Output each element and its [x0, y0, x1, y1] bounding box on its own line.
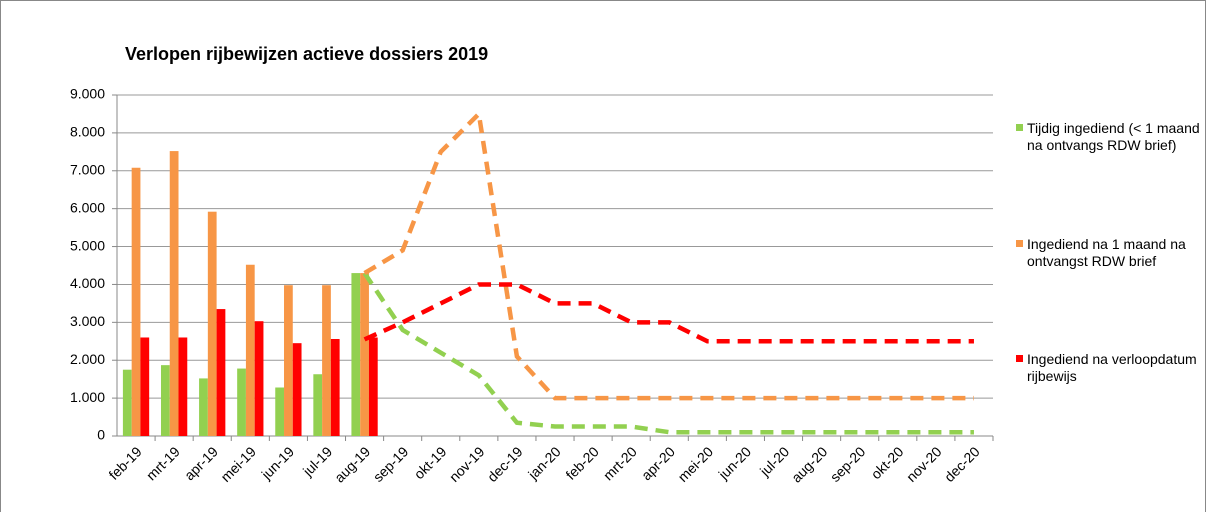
legend-item: Ingediend na 1 maand na ontvangst RDW br… [1016, 236, 1206, 270]
bar [284, 285, 293, 436]
bar [122, 369, 132, 436]
bar [199, 378, 208, 436]
bar [178, 337, 188, 436]
bar [254, 321, 264, 436]
x-tick-label: dec-19 [484, 443, 526, 485]
bar [368, 337, 378, 436]
bar [245, 264, 255, 436]
forecast-line [363, 282, 974, 344]
bar [351, 273, 361, 436]
bar [275, 387, 285, 436]
y-tick-label: 9.000 [70, 86, 105, 102]
bar [216, 309, 226, 436]
x-tick-label: jun-19 [258, 443, 298, 483]
x-tick-label: sep-20 [827, 443, 869, 485]
x-tick-label: jun-20 [715, 443, 755, 483]
x-tick-label: mrt-19 [143, 443, 183, 483]
bar [160, 365, 170, 436]
y-tick-label: 8.000 [70, 124, 105, 140]
x-tick-label: feb-19 [105, 443, 145, 483]
x-tick-label: sep-19 [370, 443, 412, 485]
legend-item: Tijdig ingediend (< 1 maand na ontvangs … [1016, 120, 1206, 154]
chart-title: Verlopen rijbewijzen actieve dossiers 20… [125, 44, 488, 64]
x-tick-label: jan-20 [524, 443, 564, 483]
y-tick-label: 5.000 [70, 237, 105, 253]
x-tick-label: mrt-20 [600, 443, 640, 483]
x-tick-label: feb-20 [562, 443, 602, 483]
bar [360, 273, 369, 436]
y-tick-label: 7.000 [70, 161, 105, 177]
x-tick-label: aug-20 [788, 443, 830, 485]
y-tick-label: 0 [97, 427, 105, 443]
bar [169, 151, 179, 436]
x-tick-label: nov-19 [446, 443, 488, 485]
bar [292, 343, 302, 436]
bar [237, 368, 246, 436]
x-tick-label: okt-20 [868, 443, 907, 482]
forecast-line [362, 271, 974, 435]
legend-label: Ingediend na verloopdatum rijbewijs [1027, 351, 1197, 384]
bar [322, 285, 331, 436]
bar [131, 167, 141, 436]
x-tick-label: dec-20 [941, 443, 983, 485]
legend-swatch [1016, 355, 1023, 362]
x-tick-label: aug-19 [331, 443, 373, 485]
legend-swatch [1016, 124, 1023, 131]
y-tick-label: 1.000 [70, 389, 105, 405]
bar [330, 339, 340, 436]
y-tick-label: 4.000 [70, 275, 105, 291]
bar [207, 211, 217, 436]
x-tick-label: mei-20 [675, 443, 717, 485]
x-tick-label: apr-20 [638, 443, 678, 483]
legend-item: Ingediend na verloopdatum rijbewijs [1016, 351, 1206, 385]
legend-label: Ingediend na 1 maand na ontvangst RDW br… [1027, 236, 1186, 269]
legend-label: Tijdig ingediend (< 1 maand na ontvangs … [1027, 120, 1200, 153]
y-tick-label: 2.000 [70, 351, 105, 367]
x-tick-label: okt-19 [411, 443, 450, 482]
legend-swatch [1016, 240, 1023, 247]
bar [313, 374, 323, 436]
forecast-line [363, 109, 974, 401]
bar [140, 337, 150, 436]
y-tick-label: 6.000 [70, 199, 105, 215]
x-tick-label: mei-19 [217, 443, 259, 485]
x-tick-label: nov-20 [903, 443, 945, 485]
x-tick-label: apr-19 [181, 443, 221, 483]
y-tick-label: 3.000 [70, 313, 105, 329]
